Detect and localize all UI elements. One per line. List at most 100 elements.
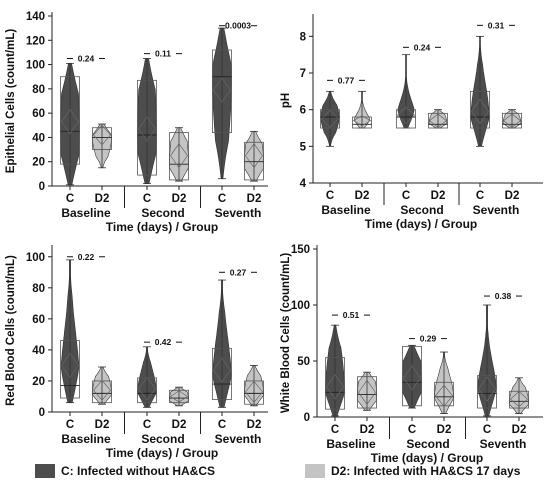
y-axis-title: pH xyxy=(280,93,292,108)
timepoint-label: Second xyxy=(141,206,184,220)
x-tick-label: D2 xyxy=(505,190,520,202)
epithelial-panel: 0 20 40 60 80 100 120 140 Epithelial Cells (coun… xyxy=(0,0,275,235)
y-tick-label: 120 xyxy=(26,35,45,47)
y-tick-label: 20 xyxy=(32,376,45,388)
x-tick-label: D2 xyxy=(437,424,452,436)
pvalue-label: 0.27 xyxy=(230,267,247,277)
pvalue-label: 0.42 xyxy=(155,337,172,347)
mean-diamond xyxy=(478,376,496,402)
y-tick-label: 50 xyxy=(297,356,310,368)
mean-diamond xyxy=(435,384,453,407)
y-tick-label: 0 xyxy=(39,181,45,193)
x-tick-label: C xyxy=(408,424,416,436)
x-axis-title: Time (days) / Group xyxy=(371,451,483,465)
x-axis-title: Time (days) / Group xyxy=(106,220,218,234)
x-tick-label: D2 xyxy=(95,419,110,431)
mean-diamond xyxy=(61,352,79,379)
x-tick-label: C xyxy=(402,190,410,202)
y-tick-label: 80 xyxy=(32,283,45,295)
mean-diamond xyxy=(213,77,231,103)
y-tick-label: 100 xyxy=(26,60,45,72)
x-tick-label: D2 xyxy=(360,424,375,436)
pvalue-label: 0.51 xyxy=(343,310,360,320)
x-tick-label: D2 xyxy=(247,419,262,431)
x-tick-label: D2 xyxy=(95,193,110,205)
y-tick-label: 40 xyxy=(32,132,45,144)
x-tick-label: C xyxy=(218,193,226,205)
x-tick-label: C xyxy=(143,419,151,431)
mean-diamond xyxy=(138,116,156,142)
red-blood-cells-chart: 0 20 40 60 80 100 Red Blood Cells (count/mL) C D… xyxy=(5,245,268,460)
timepoint-label: Seventh xyxy=(215,206,262,220)
y-tick-label: 80 xyxy=(32,84,45,96)
quartile-box xyxy=(212,347,232,400)
quartile-box xyxy=(320,109,340,129)
x-tick-label: C xyxy=(483,424,491,436)
quartile-box xyxy=(92,127,112,150)
x-tick-label: D2 xyxy=(431,190,446,202)
timepoint-label: Second xyxy=(400,203,443,217)
y-tick-label: 150 xyxy=(291,244,310,256)
timepoint-label: Baseline xyxy=(61,432,111,446)
mean-diamond xyxy=(352,115,372,127)
mean-diamond xyxy=(358,379,376,405)
legend: C: Infected without HA&CS D2: Infected w… xyxy=(0,458,550,484)
mean-diamond xyxy=(320,110,340,128)
y-tick-label: 8 xyxy=(300,31,307,43)
timepoint-label: Second xyxy=(406,437,449,451)
pvalue-label: 0.38 xyxy=(495,291,512,301)
pvalue-label: 0.0003 xyxy=(225,21,251,31)
timepoint-label: Seventh xyxy=(480,437,527,451)
y-tick-label: 7 xyxy=(300,68,306,80)
timepoint-label: Second xyxy=(141,432,184,446)
ph-panel: 4 5 6 7 8 pH C D2 Baseline 0.77 C D2 Second 0.24 C D2 Se… xyxy=(275,0,550,235)
pvalue-label: 0.31 xyxy=(488,20,505,30)
mean-diamond xyxy=(170,143,188,169)
x-tick-label: D2 xyxy=(172,419,187,431)
pvalue-label: 0.24 xyxy=(78,54,95,64)
y-tick-label: 6 xyxy=(300,105,306,117)
legend-label-d2: D2: Infected with HA&CS 17 days xyxy=(331,464,521,478)
quartile-box xyxy=(477,375,497,409)
timepoint-label: Baseline xyxy=(321,203,371,217)
white-blood-cells-panel: 0 50 100 150 White Blood Cells (count/mL) C D2… xyxy=(275,235,550,470)
pvalue-label: 0.29 xyxy=(420,334,437,344)
timepoint-label: Baseline xyxy=(61,206,111,220)
y-axis-title: Epithelial Cells (count/mL) xyxy=(5,29,17,174)
quartile-box xyxy=(137,79,157,176)
quartile-box xyxy=(60,340,80,399)
legend-swatch-d2 xyxy=(305,464,325,478)
y-axis-title: Red Blood Cells (count/mL) xyxy=(5,255,17,406)
pvalue-label: 0.24 xyxy=(414,42,431,52)
legend-item-d2: D2: Infected with HA&CS 17 days xyxy=(305,462,520,480)
quartile-box xyxy=(60,76,80,165)
x-tick-label: D2 xyxy=(512,424,527,436)
x-tick-label: C xyxy=(66,193,74,205)
quartile-box xyxy=(470,90,490,129)
y-tick-label: 5 xyxy=(300,141,307,153)
legend-swatch-c xyxy=(35,464,55,478)
mean-diamond xyxy=(509,391,529,408)
mean-diamond xyxy=(396,106,416,124)
timepoint-label: Seventh xyxy=(473,203,520,217)
y-tick-label: 20 xyxy=(32,157,45,169)
quartile-box xyxy=(212,49,232,133)
quartile-box xyxy=(244,141,264,181)
x-tick-label: D2 xyxy=(172,193,187,205)
y-axis-title: White Blood Cells (count/mL) xyxy=(280,253,292,414)
quartile-box xyxy=(325,357,345,410)
mean-diamond xyxy=(326,374,344,400)
mean-diamond xyxy=(93,379,111,401)
quartile-box xyxy=(352,116,372,129)
quartile-box xyxy=(428,112,448,129)
x-axis-title: Time (days) / Group xyxy=(106,446,218,460)
mean-diamond xyxy=(245,143,263,169)
x-tick-label: C xyxy=(218,419,226,431)
mean-diamond xyxy=(428,113,448,128)
mean-diamond xyxy=(61,109,79,135)
epithelial-chart: 0 20 40 60 80 100 120 140 Epithelial Cells (coun… xyxy=(5,11,268,234)
y-tick-label: 100 xyxy=(26,252,45,264)
pvalue-label: 0.22 xyxy=(78,252,95,262)
